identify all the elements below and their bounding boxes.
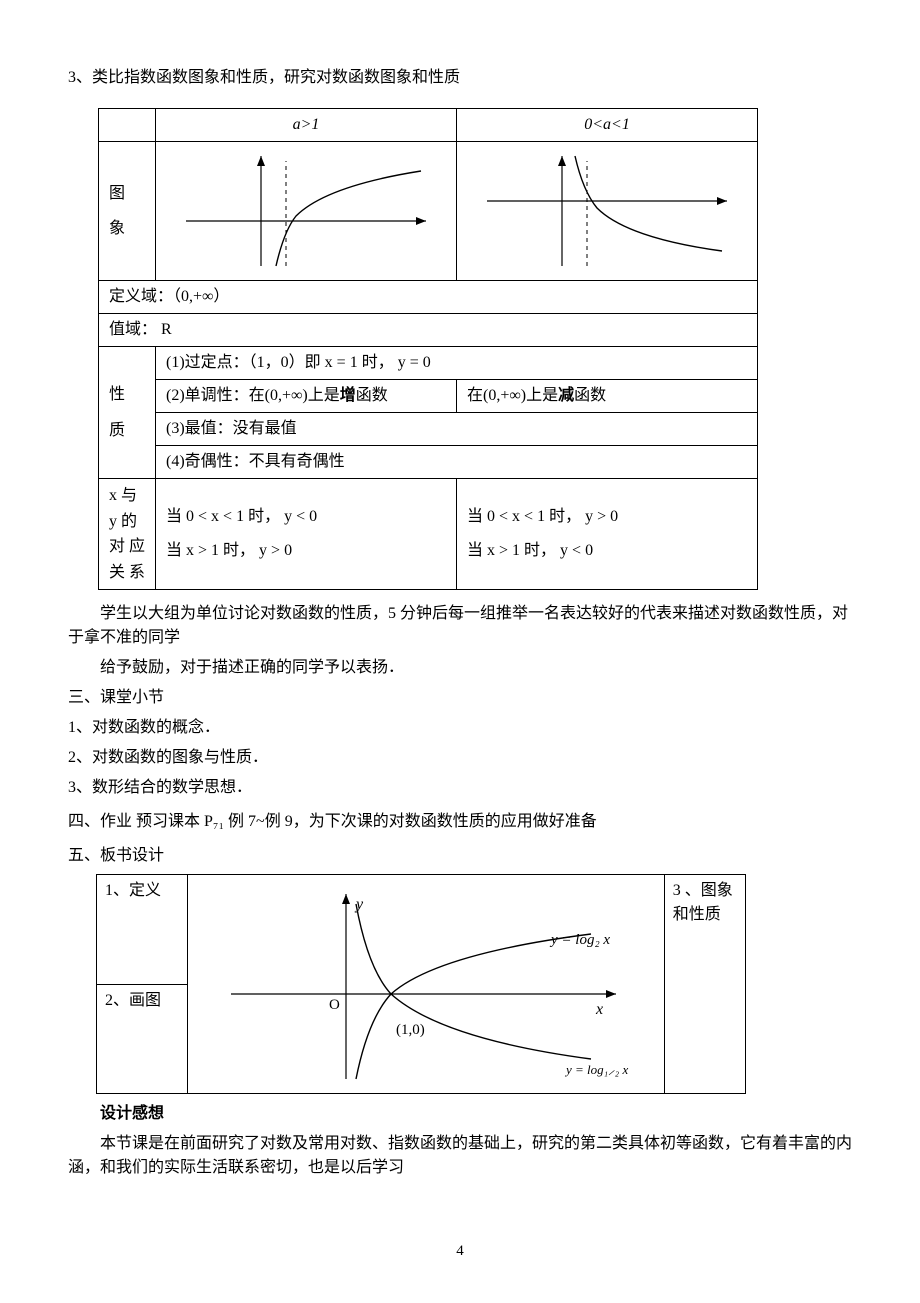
xy-right: 当 0 < x < 1 时， y > 0 当 x > 1 时， y < 0 (457, 479, 758, 590)
y-arrow-2 (558, 156, 566, 166)
section-3-item-1: 1、对数函数的概念． (68, 716, 852, 740)
xy-left-2: 当 x > 1 时， y > 0 (166, 539, 446, 563)
range-row: 值域： R (99, 314, 758, 347)
log-graph-increasing-svg (166, 146, 446, 276)
graph-cell-decreasing (457, 142, 758, 281)
design-title: 设计感想 (68, 1102, 852, 1126)
properties-table: a>1 0<a<1 图 象 定义域：（0,+∞） (98, 108, 758, 590)
log-curve-inc (276, 171, 421, 266)
row-head-xy: x 与 y 的 对 应 关 系 (99, 479, 156, 590)
section-4: 四、作业 预习课本 P₇₁ 例 7~例 9，为下次课的对数函数性质的应用做好准备 (68, 810, 852, 834)
row-head-props: 性 质 (99, 347, 156, 479)
section-3-item-3: 3、数形结合的数学思想． (68, 776, 852, 800)
after-table-p2: 给予鼓励，对于描述正确的同学予以表扬． (68, 656, 852, 680)
after-table-p1: 学生以大组为单位讨论对数函数的性质，5 分钟后每一组推举一名表达较好的代表来描述… (68, 602, 852, 650)
x-arrow-2 (717, 197, 727, 205)
table-corner (99, 109, 156, 142)
log-curve-dec (575, 156, 722, 251)
board-x-label: x (595, 1001, 603, 1018)
board-curve-loghalf (356, 904, 591, 1059)
xy-right-2: 当 x > 1 时， y < 0 (467, 539, 747, 563)
board-cell-draw: 2、画图 (97, 984, 188, 1094)
prop-4: (4)奇偶性：不具有奇偶性 (156, 446, 758, 479)
xy-left: 当 0 < x < 1 时， y < 0 当 x > 1 时， y > 0 (156, 479, 457, 590)
board-y-arrow (342, 894, 350, 904)
board-cell-graph: y x O (1,0) y = log₂ x y = log₁⸝₂ x (187, 875, 664, 1094)
board-cell-define: 1、定义 (97, 875, 188, 985)
page-number: 4 (68, 1240, 852, 1263)
log-graph-decreasing-svg (467, 146, 747, 276)
board-x-arrow (606, 990, 616, 998)
design-body: 本节课是在前面研究了对数及常用对数、指数函数的基础上，研究的第二类具体初等函数，… (68, 1132, 852, 1180)
col-header-a-gt-1: a>1 (156, 109, 457, 142)
prop-3: (3)最值：没有最值 (156, 413, 758, 446)
prop-2-left: (2)单调性：在(0,+∞)上是增函数 (156, 380, 457, 413)
section-5-title: 五、板书设计 (68, 844, 852, 868)
heading-3: 3、类比指数函数图象和性质，研究对数函数图象和性质 (68, 66, 852, 90)
board-origin-label: O (329, 997, 340, 1013)
col-header-a-lt-1: 0<a<1 (457, 109, 758, 142)
board-design-table: 1、定义 y x O (1,0) y = log₂ x y = log₁⸝₂ x… (96, 874, 746, 1094)
board-curve-log2 (356, 934, 591, 1079)
section-3-title: 三、课堂小节 (68, 686, 852, 710)
prop-1: (1)过定点：（1，0）即 x = 1 时， y = 0 (156, 347, 758, 380)
board-graph-svg: y x O (1,0) y = log₂ x y = log₁⸝₂ x (196, 879, 656, 1089)
prop-2-right: 在(0,+∞)上是减函数 (457, 380, 758, 413)
board-curve1-label: y = log₂ x (549, 932, 610, 948)
y-arrow (257, 156, 265, 166)
row-head-graph: 图 象 (99, 142, 156, 281)
xy-right-1: 当 0 < x < 1 时， y > 0 (467, 505, 747, 529)
section-3-item-2: 2、对数函数的图象与性质． (68, 746, 852, 770)
domain-row: 定义域：（0,+∞） (99, 281, 758, 314)
board-curve2-label: y = log₁⸝₂ x (564, 1062, 628, 1077)
xy-left-1: 当 0 < x < 1 时， y < 0 (166, 505, 446, 529)
board-cell-right: 3 、图象和性质 (664, 875, 745, 1094)
x-arrow (416, 217, 426, 225)
graph-cell-increasing (156, 142, 457, 281)
board-point-label: (1,0) (396, 1022, 425, 1038)
